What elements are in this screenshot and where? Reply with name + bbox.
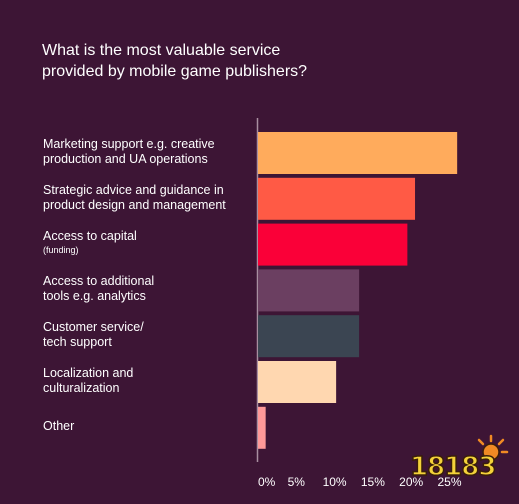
category-label-line-2: production and UA operations xyxy=(43,152,208,166)
chart-title: What is the most valuable service provid… xyxy=(42,40,482,82)
category-label-line-2: (funding) xyxy=(43,244,79,255)
bar-2 xyxy=(258,177,416,220)
category-label-line-2: culturalization xyxy=(43,381,120,395)
x-tick-label-0: 0% xyxy=(258,475,276,489)
category-label-line-1: Access to additional xyxy=(43,274,155,289)
x-tick-label-1: 5% xyxy=(288,475,306,489)
bar-6 xyxy=(258,361,337,403)
category-label-line-2: tech support xyxy=(43,335,112,350)
category-label-line-1: Strategic advice and guidance in xyxy=(43,182,224,197)
category-label-5: Customer service/tech support xyxy=(43,320,253,350)
chart-title-line-2: provided by mobile game publishers? xyxy=(42,63,308,80)
category-label-line-1: Marketing support e.g. creative xyxy=(43,137,215,151)
category-label-1: Marketing support e.g. creative productio… xyxy=(43,137,253,167)
x-tick-label-5: 25% xyxy=(437,475,461,489)
bar-4 xyxy=(258,269,360,312)
category-label-line-1: Access to capital xyxy=(43,228,137,243)
bar-5 xyxy=(258,315,360,358)
bar-3 xyxy=(258,223,408,266)
category-label-line-1: Other xyxy=(43,419,75,434)
chart-title-line-1: What is the most valuable service xyxy=(42,42,281,59)
x-tick-label-3: 15% xyxy=(361,475,385,489)
category-label-3: Access to capital (funding) xyxy=(43,229,253,257)
category-label-line-2: tools e.g. analytics xyxy=(43,289,146,304)
category-label-7: Other xyxy=(43,419,253,434)
bar-7 xyxy=(258,406,266,449)
category-label-line-1: Localization and xyxy=(43,366,134,380)
x-tick-label-2: 10% xyxy=(323,475,347,489)
category-label-4: Access to additional tools e.g. analytics xyxy=(43,274,253,304)
watermark-logo xyxy=(477,434,509,461)
watermark-logo-text: 18183 xyxy=(409,451,497,483)
x-tick-label-4: 20% xyxy=(399,475,423,489)
category-label-line-2: product design and management xyxy=(43,197,226,212)
category-label-line-1: Customer service/ xyxy=(43,320,144,335)
bar-1 xyxy=(258,132,458,174)
category-label-6: Localization and culturalization xyxy=(43,366,253,396)
sun-icon xyxy=(477,434,509,461)
category-label-2: Strategic advice and guidance in product … xyxy=(43,183,253,213)
